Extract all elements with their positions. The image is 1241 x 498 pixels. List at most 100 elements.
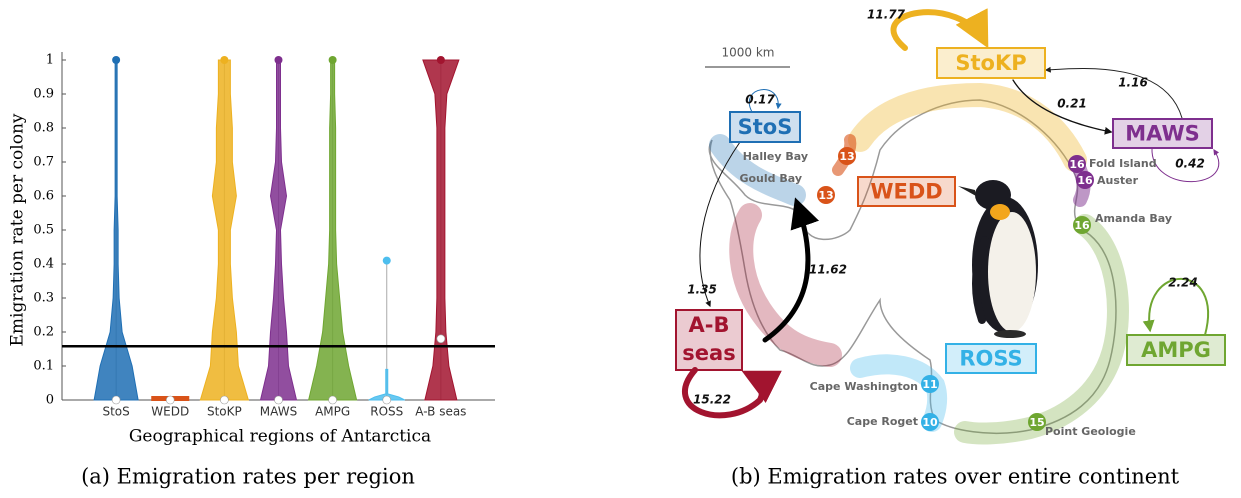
region-halo (954, 214, 1129, 445)
region-label: seas (682, 341, 735, 365)
y-tick-label: 0.2 (33, 325, 54, 340)
region-halo (709, 134, 806, 206)
region-label: AMPG (1141, 338, 1211, 362)
median-point (165, 395, 175, 405)
x-tick-label: MAWS (260, 405, 297, 419)
colony-count: 13 (818, 189, 833, 202)
y-tick-label: 0.4 (33, 257, 54, 272)
x-tick-label: StoS (102, 405, 129, 419)
violin (307, 59, 358, 401)
place-label: Fold Island (1089, 157, 1157, 170)
place-label: Gould Bay (739, 172, 802, 185)
region-label: ROSS (959, 347, 1022, 371)
y-axis-label: Emigration rate per colony (8, 113, 28, 346)
arrows (682, 8, 1220, 419)
rate-label: 15.22 (693, 393, 731, 407)
y-tick-label: 0.5 (33, 223, 54, 238)
colony-count: 16 (1077, 174, 1093, 187)
region-box (1112, 118, 1213, 149)
place-label: Amanda Bay (1095, 212, 1172, 225)
max-point (436, 56, 445, 64)
colony-count: 16 (1069, 158, 1085, 171)
scale-label: 1000 km (722, 46, 775, 60)
coastline (708, 99, 1117, 435)
rate-label: 0.21 (1057, 97, 1087, 111)
median-point (328, 395, 337, 405)
y-tick-label: 0.1 (33, 359, 54, 374)
x-tick-label: ROSS (370, 405, 403, 419)
rate-label: 11.77 (867, 8, 906, 22)
rate-label: 1.16 (1118, 76, 1148, 90)
map-diagram: 1000 km (b) Emigration rates over entire… (675, 8, 1226, 489)
colony-marker (1076, 171, 1094, 189)
colony-marker (1068, 155, 1086, 173)
y-tick-label: 1 (46, 53, 54, 68)
y-tick-label: 0.9 (33, 87, 54, 102)
violin (199, 59, 250, 401)
max-point (112, 56, 121, 64)
rate-label: 1.35 (687, 283, 717, 297)
region-box (857, 176, 956, 207)
colony-marker (838, 147, 856, 165)
region-label: MAWS (1125, 122, 1200, 146)
median-point (274, 395, 283, 405)
rate-label: 0.42 (1175, 157, 1205, 171)
median-point (220, 395, 229, 405)
place-label: Point Geologie (1045, 425, 1136, 438)
x-tick-label: StoKP (207, 405, 242, 419)
colony-marker (921, 375, 939, 393)
region-label: StoS (738, 115, 793, 139)
x-tick-label: A-B seas (415, 405, 466, 419)
colony-count: 15 (1029, 416, 1044, 429)
y-tick-label: 0.3 (33, 291, 54, 306)
y-tick-label: 0.7 (33, 155, 54, 170)
violin (93, 59, 139, 401)
region-halo (729, 203, 842, 367)
region-box (945, 343, 1037, 374)
y-tick-label: 0 (46, 393, 54, 408)
region-box (936, 47, 1046, 79)
y-tick-label: 0.8 (33, 121, 54, 136)
max-point (382, 256, 391, 265)
colony-marker (817, 186, 835, 204)
colony-count: 11 (922, 378, 937, 391)
colony-count: 13 (839, 150, 854, 163)
penguin (958, 180, 1038, 338)
y-tick-label: 0.6 (33, 189, 54, 204)
colony-marker (921, 413, 939, 431)
region-label: A-B (689, 313, 730, 337)
region-halo (848, 82, 1087, 172)
place-label: Cape Washington (810, 380, 918, 393)
x-tick-label: WEDD (151, 405, 189, 419)
colony-marker (1028, 413, 1046, 431)
colony-count: 10 (922, 416, 938, 429)
violin (422, 59, 460, 401)
region-halo (850, 354, 948, 432)
caption: (b) Emigration rates over entire contine… (731, 465, 1180, 489)
median-point (111, 395, 121, 405)
violin (368, 368, 405, 401)
rate-label: 0.17 (745, 93, 775, 107)
place-label: Halley Bay (743, 150, 808, 163)
violin (259, 59, 298, 401)
colony-marker (1073, 216, 1091, 234)
max-point (274, 56, 283, 64)
caption: (a) Emigration rates per region (81, 465, 415, 489)
x-tick-label: AMPG (315, 405, 350, 419)
median-point (382, 395, 392, 405)
region-label: WEDD (870, 180, 942, 204)
rate-label: 11.62 (809, 263, 847, 277)
max-point (328, 56, 337, 64)
colony-count: 16 (1074, 219, 1090, 232)
region-box (675, 309, 743, 371)
place-label: Cape Roget (847, 415, 918, 428)
median-point (436, 334, 446, 344)
place-label: Auster (1097, 174, 1139, 187)
max-point (220, 56, 229, 64)
region-box (1126, 334, 1226, 366)
rate-label: 2.24 (1168, 276, 1198, 290)
x-axis-label: Geographical regions of Antarctica (129, 427, 431, 447)
region-box (729, 111, 801, 143)
region-label: StoKP (955, 51, 1026, 75)
